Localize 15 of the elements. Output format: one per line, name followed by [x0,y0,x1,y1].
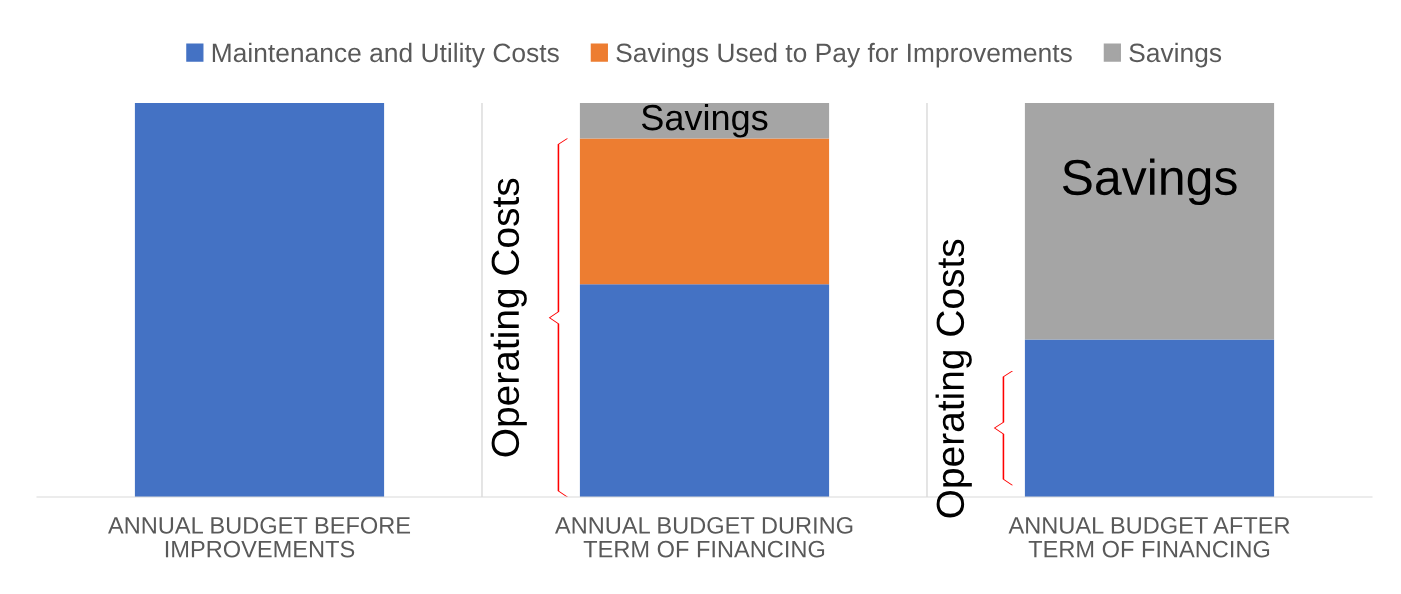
legend-label: Maintenance and Utility Costs [212,42,559,68]
x-tick-label: ANNUAL BUDGET DURING TERM OF FINANCING [554,517,853,558]
legend-label: Savings Used to Pay for Improvements [616,42,1072,68]
bar [579,138,830,285]
legend-label: Savings [1129,42,1222,68]
bar [1024,103,1275,340]
bar [579,284,830,497]
bar [134,103,385,497]
annotation: Savings [1062,158,1237,206]
annotation: Savings [641,103,768,138]
x-tick-label: ANNUAL BUDGET AFTER TERM OF FINANCING [1008,517,1290,558]
bar [1024,339,1275,497]
annotation: Operating Costs [935,239,972,518]
x-tick-label: ANNUAL BUDGET BEFORE IMPROVEMENTS [108,517,411,558]
annotation: Operating Costs [490,178,527,457]
